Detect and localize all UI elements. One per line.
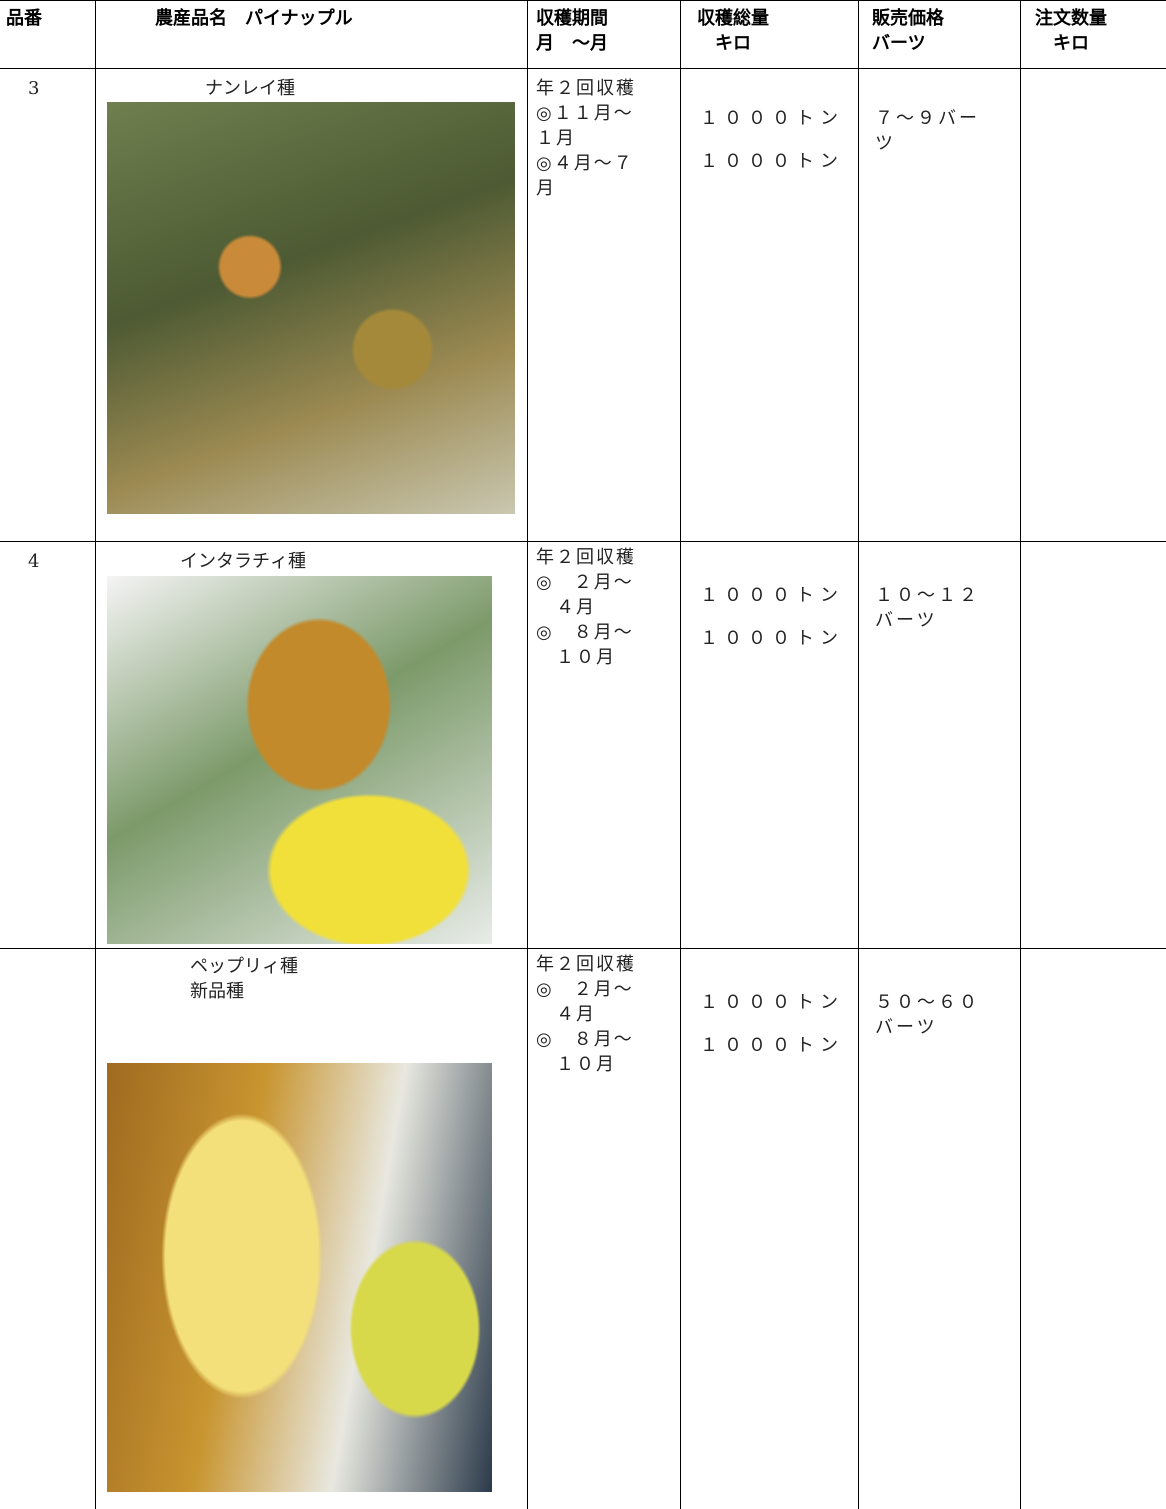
header-cell: 農産品名 パイナップル [155, 6, 353, 31]
price: １０～１２ バーツ [875, 583, 980, 633]
price: ５０～６０ バーツ [875, 990, 980, 1040]
harvest-period: 年２回収穫 ◎ ２月～ ４月 ◎ ８月～ １０月 [536, 952, 636, 1077]
volume: １０００トン １０００トン [700, 583, 844, 669]
text-line: キロ [697, 33, 751, 54]
rule [0, 0, 1166, 1]
text-line: バーツ [872, 33, 926, 54]
rule [858, 0, 859, 1509]
text-line: ４月 [536, 597, 596, 618]
text-line: ◎４月～７ [536, 153, 634, 174]
rule [527, 0, 528, 1509]
text-line: 注文数量 [1035, 8, 1107, 29]
text-line: ツ [875, 133, 896, 154]
text-line: ◎ ８月～ [536, 622, 634, 643]
text-line: ◎１１月～ [536, 103, 634, 124]
rule [0, 541, 1166, 542]
text-line: 収穫期間 [536, 8, 608, 29]
pineapple-photo [107, 1063, 492, 1492]
text-line: １０００トン [700, 992, 844, 1013]
text-line: １０００トン [700, 628, 844, 649]
item-number: 4 [28, 551, 40, 572]
text-line: バーツ [875, 1017, 938, 1038]
text-line: 年２回収穫 [536, 954, 636, 975]
rule [1020, 0, 1021, 1509]
rule [0, 948, 1166, 949]
text-line: 新品種 [190, 981, 244, 1002]
text-line: キロ [1035, 33, 1089, 54]
text-line: 農産品名 パイナップル [155, 8, 353, 29]
header-cell: 収穫期間月 ～月 [536, 6, 608, 56]
text-line: １０００トン [700, 585, 844, 606]
product-name: ナンレイ種 [205, 76, 295, 101]
product-name: ペップリィ種 新品種 [190, 954, 298, 1004]
text-line: ７～９バー [875, 108, 980, 129]
text-line: 月 [536, 178, 556, 199]
text-line: １０～１２ [875, 585, 980, 606]
text-line: ◎ ８月～ [536, 1029, 634, 1050]
text-line: 収穫総量 [697, 8, 769, 29]
text-line: ◎ ２月～ [536, 572, 634, 593]
volume: １０００トン １０００トン [700, 106, 844, 192]
text-line: ４月 [536, 1004, 596, 1025]
item-number: 3 [28, 78, 40, 99]
text-line: ５０～６０ [875, 992, 980, 1013]
text-line: バーツ [875, 610, 938, 631]
header-cell: 販売価格 バーツ [872, 6, 944, 56]
text-line: １月 [536, 128, 576, 149]
text-line: １０００トン [700, 1035, 844, 1056]
text-line: ◎ ２月～ [536, 979, 634, 1000]
rule [680, 0, 681, 1509]
text-line: ナンレイ種 [205, 78, 295, 99]
text-line: １０月 [536, 1054, 616, 1075]
header-cell: 収穫総量 キロ [697, 6, 769, 56]
volume: １０００トン １０００トン [700, 990, 844, 1076]
price: ７～９バーツ [875, 106, 980, 156]
text-line: １０００トン [700, 108, 844, 129]
pineapple-photo [107, 576, 492, 944]
text-line: １０００トン [700, 151, 844, 172]
text-line: 年２回収穫 [536, 547, 636, 568]
text-line: 販売価格 [872, 8, 944, 29]
text-line: 年２回収穫 [536, 78, 636, 99]
rule [0, 68, 1166, 69]
header-cell: 品番 [6, 6, 42, 31]
harvest-period: 年２回収穫 ◎ ２月～ ４月 ◎ ８月～ １０月 [536, 545, 636, 670]
harvest-period: 年２回収穫 ◎１１月～ １月 ◎４月～７ 月 [536, 76, 636, 201]
product-name: インタラチィ種 [180, 549, 306, 574]
header-cell: 注文数量 キロ [1035, 6, 1107, 56]
text-line: ペップリィ種 [190, 956, 298, 977]
text-line: 品番 [6, 8, 42, 29]
pineapple-photo [107, 102, 515, 514]
text-line: インタラチィ種 [180, 551, 306, 572]
text-line: １０月 [536, 647, 616, 668]
rule [95, 0, 96, 1509]
text-line: 月 ～月 [536, 33, 608, 54]
